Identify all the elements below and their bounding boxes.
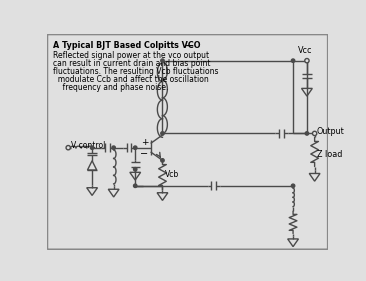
Circle shape	[305, 132, 309, 135]
Circle shape	[161, 59, 164, 62]
Circle shape	[90, 146, 94, 149]
Circle shape	[134, 184, 137, 187]
Text: Vcc: Vcc	[298, 46, 313, 55]
Text: Reflected signal power at the vco output: Reflected signal power at the vco output	[53, 51, 209, 60]
Text: —: —	[183, 41, 194, 50]
Text: fluctuations. The resulting Vcb fluctuations: fluctuations. The resulting Vcb fluctuat…	[53, 67, 219, 76]
Text: Vcb: Vcb	[165, 170, 179, 179]
Text: Z load: Z load	[317, 151, 342, 160]
Circle shape	[291, 184, 295, 187]
Text: −: −	[141, 149, 149, 159]
Circle shape	[134, 146, 137, 149]
Text: V control: V control	[71, 141, 105, 150]
Text: A Typical BJT Based Colpitts VCO: A Typical BJT Based Colpitts VCO	[53, 41, 200, 50]
Text: modulate Ccb and affect the oscillation: modulate Ccb and affect the oscillation	[53, 75, 209, 84]
Circle shape	[313, 131, 317, 136]
Circle shape	[161, 132, 164, 135]
Circle shape	[291, 59, 295, 62]
Text: can result in current drain and bias point: can result in current drain and bias poi…	[53, 59, 210, 68]
Text: Output: Output	[317, 127, 345, 136]
FancyBboxPatch shape	[48, 35, 328, 249]
Circle shape	[112, 146, 115, 149]
Circle shape	[305, 58, 309, 63]
Text: +: +	[141, 138, 148, 147]
Circle shape	[66, 146, 70, 150]
Circle shape	[134, 167, 137, 171]
Text: frequency and phase noise.: frequency and phase noise.	[53, 83, 168, 92]
Circle shape	[161, 159, 164, 162]
